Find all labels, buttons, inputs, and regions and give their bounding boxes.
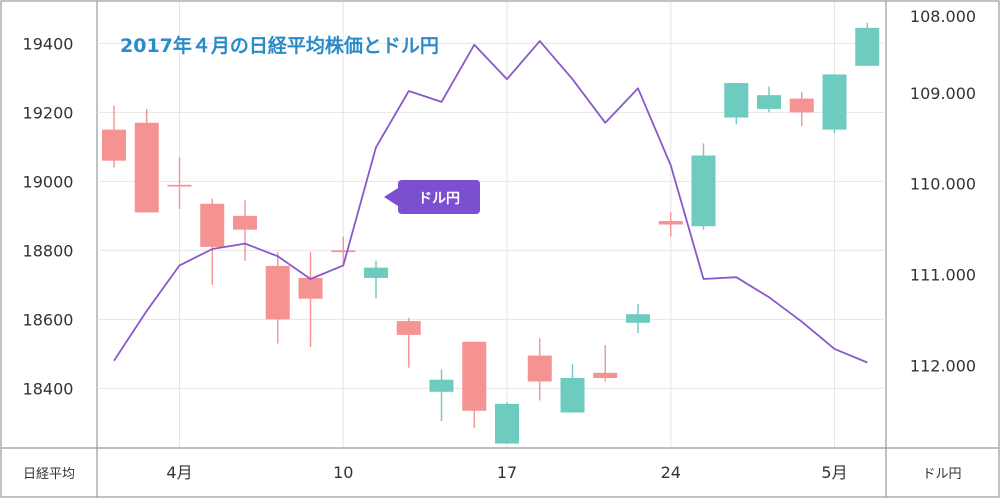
left-axis-label: 日経平均 (23, 467, 75, 482)
x-axis-ticks: 4月 10 17 24 5月 (166, 463, 847, 482)
candles (102, 22, 880, 444)
right-axis-ticks: 108.000 109.000 110.000 111.000 112.000 (910, 7, 976, 375)
candle-body (265, 265, 290, 320)
candle (527, 338, 552, 401)
candle-body (560, 378, 585, 413)
x-tick-label: 5月 (821, 463, 847, 482)
candle-body (658, 221, 683, 225)
callout-badge (384, 180, 480, 214)
candle (691, 143, 716, 230)
candle-body (822, 74, 847, 130)
candle-body (396, 321, 421, 335)
candle-body (331, 250, 356, 253)
candle (593, 345, 618, 382)
candle-body (167, 184, 192, 187)
right-tick-label: 112.000 (910, 356, 976, 375)
right-tick-label: 109.000 (910, 84, 976, 103)
x-tick-label: 24 (661, 463, 681, 482)
left-tick-label: 18400 (23, 379, 74, 398)
candle (855, 22, 880, 66)
candle (495, 402, 519, 444)
candle-body (789, 98, 814, 113)
candle-body (527, 355, 552, 382)
usdjpy-callout: ドル円 (384, 180, 480, 214)
candle (102, 105, 126, 168)
candle (364, 260, 388, 299)
candle-body (855, 27, 880, 66)
chart-title: 2017年４月の日経平均株価とドル円 (120, 34, 439, 57)
right-tick-label: 108.000 (910, 7, 976, 26)
candle-body (462, 341, 487, 411)
candle (134, 108, 159, 213)
left-tick-label: 19400 (23, 34, 74, 53)
candle (462, 341, 487, 429)
candle-body (724, 83, 749, 118)
left-axis-ticks: 18400 18600 18800 19000 19200 19400 (23, 34, 74, 398)
candle (200, 198, 225, 285)
right-tick-label: 110.000 (910, 175, 976, 194)
candle-body (757, 95, 781, 109)
candle-body (200, 203, 225, 247)
candle-body (691, 155, 716, 227)
right-axis-label: ドル円 (922, 467, 961, 482)
left-tick-label: 18600 (23, 310, 74, 329)
candle (298, 252, 323, 347)
candle-body (429, 379, 454, 392)
candle (167, 157, 192, 209)
callout-label: ドル円 (418, 191, 460, 207)
candle-body (593, 372, 618, 379)
candle-body (495, 403, 519, 444)
x-tick-label: 10 (333, 463, 353, 482)
candle-body (102, 129, 126, 161)
x-tick-label: 17 (497, 463, 517, 482)
candle (757, 86, 781, 113)
candle (429, 369, 454, 422)
candle (822, 74, 847, 134)
candle (658, 212, 683, 237)
candle (789, 91, 814, 127)
candle (560, 364, 585, 413)
candle (233, 200, 257, 261)
candle-body (134, 122, 159, 213)
left-tick-label: 19200 (23, 103, 74, 122)
candle (724, 83, 749, 125)
candle-body (233, 215, 257, 230)
candle-body (298, 277, 323, 299)
right-tick-label: 111.000 (910, 265, 976, 284)
x-tick-label: 4月 (166, 463, 192, 482)
candle (396, 317, 421, 368)
candle (626, 303, 650, 334)
candle (265, 252, 290, 344)
candle-body (626, 314, 650, 323)
left-tick-label: 18800 (23, 241, 74, 260)
left-tick-label: 19000 (23, 172, 74, 191)
usdjpy-line (113, 40, 868, 364)
candle (331, 236, 356, 265)
candle-body (364, 267, 388, 278)
